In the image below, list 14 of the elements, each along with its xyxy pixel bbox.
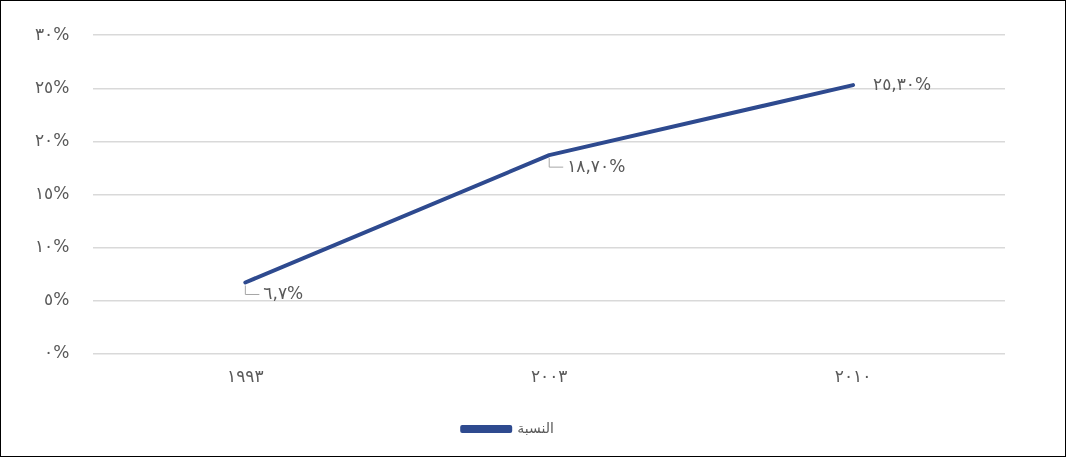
y-tick-label: ٢٥%: [34, 76, 70, 97]
x-tick-label: ٢٠١٠: [834, 366, 872, 387]
x-tick-label: ١٩٩٣: [227, 366, 264, 387]
y-tick-label: ١٥%: [34, 182, 70, 203]
y-tick-label: ٢٠%: [34, 129, 70, 150]
data-label: ١٨,٧٠%: [567, 155, 626, 176]
x-tick-label: ٢٠٠٣: [530, 366, 568, 387]
y-tick-label: ٥%: [44, 288, 70, 309]
y-tick-label: ٣٠%: [34, 23, 70, 44]
y-tick-label: ٠%: [44, 342, 70, 363]
legend-label: النسبة: [517, 419, 554, 436]
data-label: ٦,٧%: [263, 282, 304, 303]
data-label: ٢٥,٣٠%: [873, 73, 932, 94]
y-tick-label: ١٠%: [34, 235, 70, 256]
